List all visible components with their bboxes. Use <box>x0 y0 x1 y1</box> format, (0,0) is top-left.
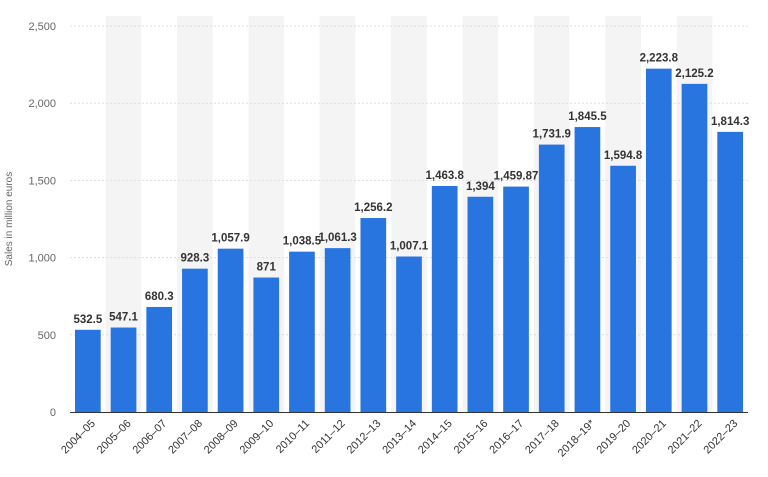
x-tick-label: 2022–23 <box>702 418 741 457</box>
data-label: 532.5 <box>73 314 102 326</box>
bar <box>74 329 101 412</box>
data-label: 1,594.8 <box>604 150 643 162</box>
data-label: 1,394 <box>466 181 495 193</box>
bar <box>717 131 744 413</box>
bar <box>324 248 351 412</box>
y-tick-label: 0 <box>50 407 56 419</box>
data-label: 1,459.87 <box>494 171 539 183</box>
x-tick-label: 2018–19* <box>556 417 598 459</box>
x-axis-ticks: 2004–052005–062006–072007–082008–092009–… <box>59 417 740 459</box>
data-label: 1,256.2 <box>354 202 392 214</box>
x-tick-label: 2008–09 <box>202 418 241 457</box>
bar <box>431 185 458 412</box>
x-tick-label: 2011–12 <box>310 418 348 456</box>
x-tick-label: 2021–22 <box>666 418 705 457</box>
data-label: 1,007.1 <box>390 241 429 253</box>
x-tick-label: 2006–07 <box>131 418 170 457</box>
bar <box>110 327 137 412</box>
bar <box>538 144 565 412</box>
y-tick-label: 1,000 <box>28 253 56 265</box>
bar <box>574 127 601 412</box>
x-tick-label: 2010–11 <box>274 418 312 456</box>
data-label: 871 <box>257 262 277 274</box>
bar <box>146 306 173 412</box>
data-label: 1,057.9 <box>211 233 249 245</box>
bar <box>503 186 529 412</box>
data-label: 1,845.5 <box>568 111 607 123</box>
data-label: 547.1 <box>109 312 138 324</box>
x-tick-label: 2005–06 <box>95 418 134 457</box>
x-tick-label: 2015–16 <box>452 418 491 457</box>
bar <box>360 218 387 412</box>
data-labels: 532.5 547.1680.3928.31,057.98711,038.51,0… <box>73 53 749 326</box>
bar <box>681 83 708 413</box>
data-label: 680.3 <box>145 291 174 303</box>
data-label: 1,814.3 <box>711 116 749 128</box>
bar <box>467 196 494 412</box>
y-axis-title: Sales in million euros <box>4 172 15 267</box>
data-label: 1,061.3 <box>318 232 356 244</box>
bar <box>217 248 244 412</box>
x-tick-label: 2016–17 <box>487 418 526 457</box>
x-tick-label: 2013–14 <box>380 418 419 457</box>
data-label: 928.3 <box>181 253 210 265</box>
bar <box>396 256 422 412</box>
x-tick-label: 2014–15 <box>416 418 455 457</box>
bar <box>289 251 315 412</box>
data-label: 2,125.2 <box>675 68 713 80</box>
data-label: 1,038.5 <box>283 236 322 248</box>
x-tick-label: 2019–20 <box>594 418 633 457</box>
bar <box>610 165 636 412</box>
bar <box>645 68 672 413</box>
x-tick-label: 2012–13 <box>345 418 384 457</box>
data-label: 2,223.8 <box>640 53 679 65</box>
x-tick-label: 2004–05 <box>59 418 98 457</box>
x-tick-label: 2009–10 <box>238 418 277 457</box>
bar <box>253 277 280 412</box>
x-tick-label: 2020–21 <box>630 418 669 457</box>
data-label: 1,731.9 <box>533 129 571 141</box>
y-tick-label: 2,500 <box>28 21 56 33</box>
data-label: 1,463.8 <box>425 170 464 182</box>
y-tick-label: 1,500 <box>28 175 56 187</box>
y-tick-label: 2,000 <box>28 98 56 110</box>
y-tick-label: 500 <box>38 330 56 342</box>
x-tick-label: 2007–08 <box>166 418 205 457</box>
bars <box>74 68 744 413</box>
y-axis-ticks: 0 500 1,000 1,500 2,000 2,500 <box>28 21 56 419</box>
bar <box>182 268 208 412</box>
